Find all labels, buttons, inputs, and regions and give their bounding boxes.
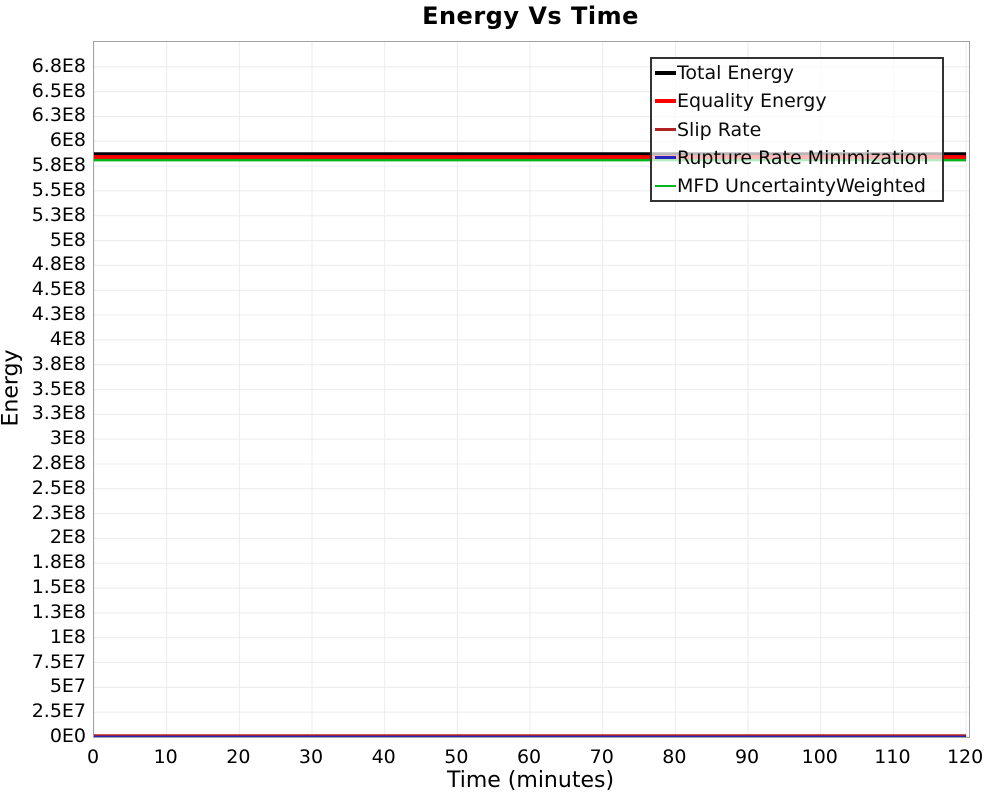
- y-tick-label: 4.8E8: [31, 253, 86, 276]
- y-tick-label: 3E8: [49, 427, 86, 450]
- legend-item: MFD UncertaintyWeighted: [652, 172, 942, 200]
- y-tick-label: 6.5E8: [31, 79, 86, 102]
- x-axis-title: Time (minutes): [446, 768, 615, 793]
- y-tick-label: 2.5E7: [31, 700, 86, 723]
- x-tick-label: 90: [734, 746, 760, 768]
- y-tick-label: 4.5E8: [31, 278, 86, 301]
- x-tick-label: 20: [226, 746, 251, 768]
- x-tick-label: 40: [371, 746, 396, 768]
- y-tick-label: 6.3E8: [31, 104, 86, 127]
- y-tick-label: 3.3E8: [31, 402, 86, 425]
- x-tick-label: 30: [298, 746, 324, 768]
- y-tick-label: 1.3E8: [31, 600, 86, 623]
- legend-label: Slip Rate: [677, 118, 762, 141]
- x-tick-label: 100: [801, 746, 838, 768]
- chart-title: Energy Vs Time: [422, 2, 639, 30]
- y-tick-label: 4E8: [49, 327, 86, 350]
- y-tick-label: 5E8: [49, 228, 86, 251]
- legend-line-swatch: [655, 71, 676, 76]
- y-tick-label: 5.5E8: [31, 178, 86, 201]
- y-tick-label: 6.8E8: [31, 54, 86, 77]
- y-tick-label: 3.8E8: [31, 352, 86, 375]
- x-tick-label: 120: [946, 746, 984, 768]
- legend-item: Rupture Rate Minimization: [652, 144, 942, 172]
- y-tick-label: 4.3E8: [31, 303, 86, 326]
- legend-label: Equality Energy: [677, 90, 827, 113]
- x-tick-label: 10: [153, 746, 178, 768]
- y-tick-label: 2.5E8: [31, 476, 86, 499]
- legend: Total Energy Equality Energy Slip Rate Rupt…: [650, 57, 944, 202]
- legend-item: Equality Energy: [652, 87, 942, 115]
- y-tick-label: 7.5E7: [31, 650, 86, 673]
- legend-line-swatch: [655, 156, 676, 159]
- legend-label: Total Energy: [677, 62, 794, 85]
- y-tick-label: 1.5E8: [31, 576, 86, 599]
- x-tick-label: 80: [662, 746, 687, 768]
- y-tick-label: 1.8E8: [31, 551, 86, 574]
- y-tick-label: 5.3E8: [31, 203, 86, 226]
- y-tick-label: 3.5E8: [31, 377, 86, 400]
- legend-label: MFD UncertaintyWeighted: [677, 174, 926, 197]
- y-tick-label: 2E8: [49, 526, 86, 549]
- y-tick-label: 1E8: [49, 625, 86, 648]
- x-tick-label: 0: [86, 746, 100, 768]
- y-tick-label: 2.8E8: [31, 451, 86, 474]
- y-tick-label: 0E0: [49, 725, 86, 747]
- legend-item: Slip Rate: [652, 115, 942, 143]
- legend-line-swatch: [655, 99, 676, 104]
- legend-line-swatch: [655, 184, 676, 188]
- y-tick-label: 5E7: [49, 675, 86, 698]
- y-tick-label: 2.3E8: [31, 501, 86, 524]
- legend-line-swatch: [655, 128, 676, 131]
- y-tick-label: 5.8E8: [31, 154, 86, 177]
- x-tick-label: 50: [444, 746, 469, 768]
- x-tick-label: 60: [516, 746, 542, 768]
- x-tick-label: 70: [589, 746, 614, 768]
- x-tick-label: 110: [874, 746, 911, 768]
- legend-item: Total Energy: [652, 59, 942, 87]
- y-tick-label: 6E8: [49, 129, 86, 152]
- legend-label: Rupture Rate Minimization: [677, 146, 929, 169]
